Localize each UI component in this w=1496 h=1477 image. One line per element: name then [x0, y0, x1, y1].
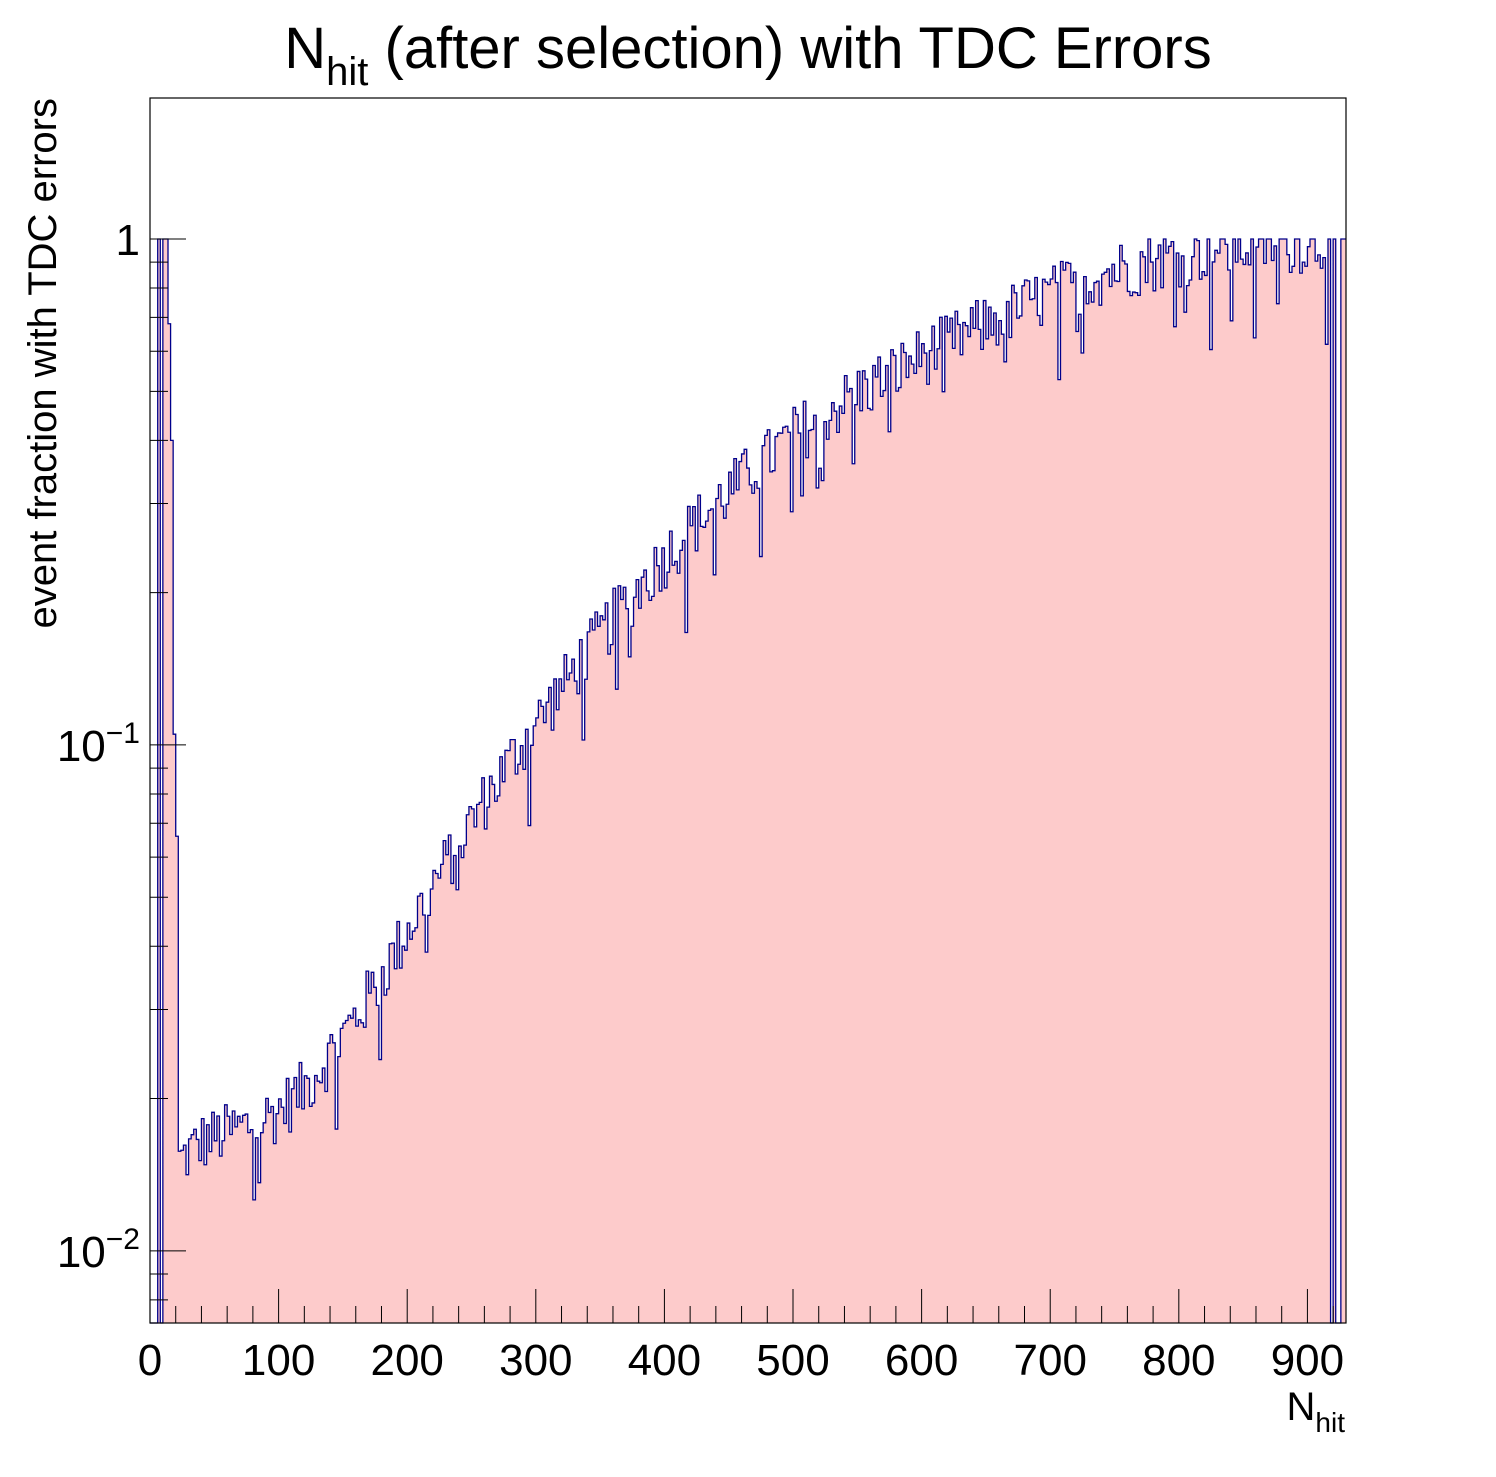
- y-tick-base: 10: [57, 722, 106, 771]
- y-tick-base: 1: [116, 216, 140, 265]
- y-tick-exponent: −2: [106, 1223, 140, 1256]
- histogram-outline: [150, 238, 1346, 1324]
- x-tick-label: 0: [138, 1336, 162, 1385]
- y-tick-label: 10−2: [57, 1223, 140, 1277]
- y-tick-label: 1: [116, 216, 140, 265]
- x-tick-label: 600: [885, 1336, 958, 1385]
- y-axis-label: event fraction with TDC errors: [21, 98, 65, 629]
- x-tick-label: 100: [242, 1336, 315, 1385]
- x-tick-label: 200: [370, 1336, 443, 1385]
- x-tick-label: 700: [1014, 1336, 1087, 1385]
- y-tick-label: 10−1: [57, 717, 140, 771]
- x-axis-label: Nhit: [1287, 1385, 1346, 1438]
- y-axis-ticks: 110−110−2: [57, 216, 186, 1301]
- plot-area: [150, 238, 1347, 1324]
- x-tick-label: 500: [756, 1336, 829, 1385]
- x-tick-label: 800: [1142, 1336, 1215, 1385]
- chart-title: Nhit (after selection) with TDC Errors: [284, 16, 1212, 94]
- histogram-fill: [157, 239, 1347, 1323]
- x-tick-label: 900: [1271, 1336, 1344, 1385]
- x-tick-label: 300: [499, 1336, 572, 1385]
- y-tick-exponent: −1: [106, 717, 140, 750]
- plot-frame: [149, 97, 1347, 1324]
- x-axis-ticks: 0 100 200 300 400 500 600 700 800 900: [138, 1289, 1344, 1385]
- y-tick-base: 10: [57, 1228, 106, 1277]
- x-tick-label: 400: [628, 1336, 701, 1385]
